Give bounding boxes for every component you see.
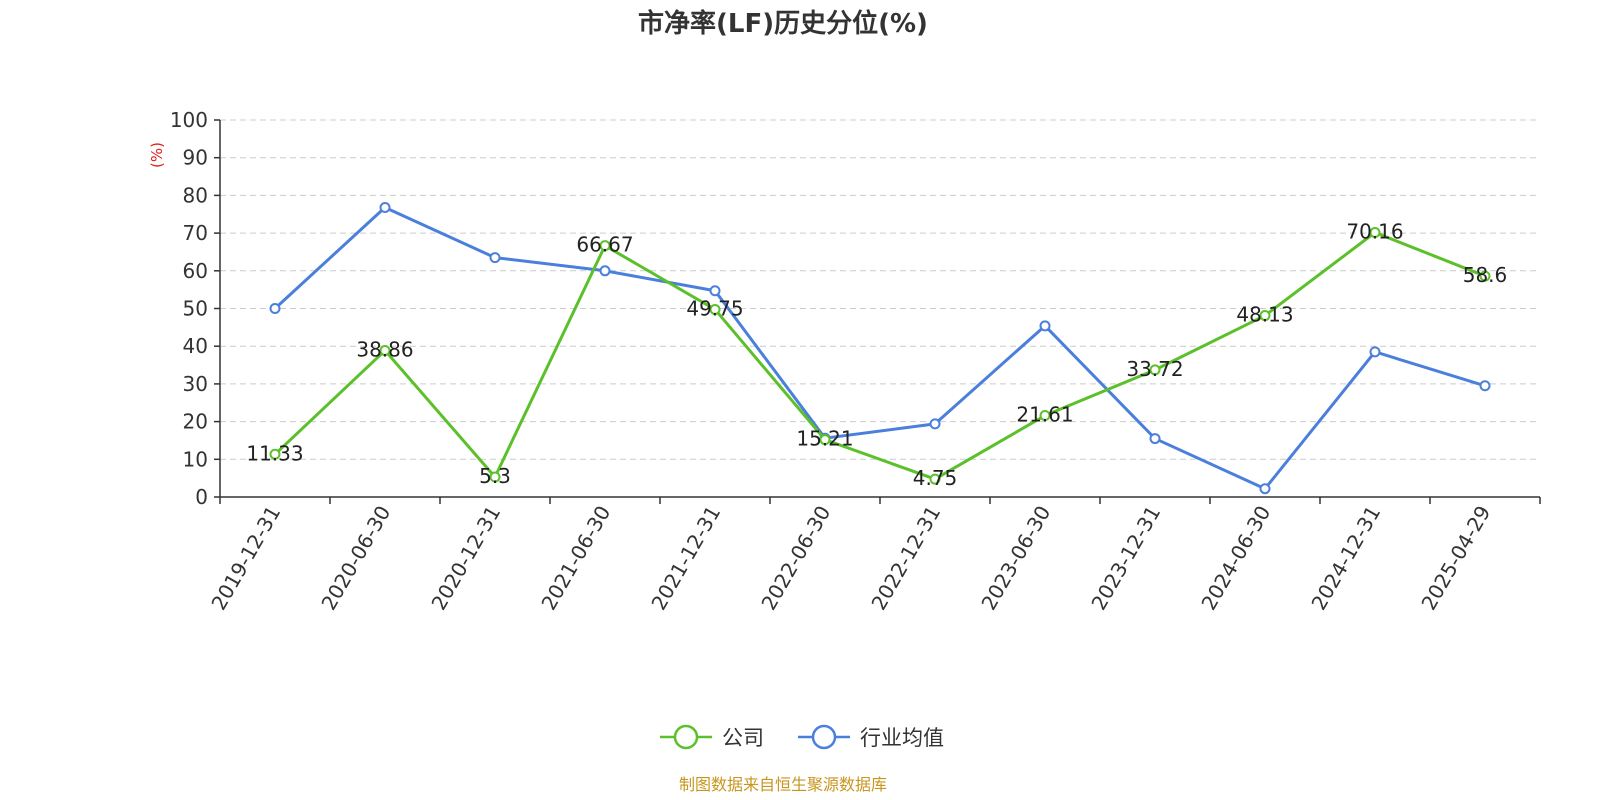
data-point-company[interactable] [1479, 270, 1491, 282]
chart-title: 市净率(LF)历史分位(%) [638, 8, 928, 39]
data-point-industry-average[interactable] [709, 285, 721, 297]
x-tick-label: 2021-12-31 [646, 502, 725, 615]
data-point-industry-average[interactable] [269, 303, 281, 314]
x-tick-label: 2020-12-31 [426, 502, 505, 615]
legend-label: 行业均值 [860, 726, 944, 750]
data-point-company[interactable] [819, 434, 831, 446]
data-point-company[interactable] [489, 471, 501, 483]
y-tick-label: 40 [183, 334, 208, 358]
series-line-company [273, 230, 1486, 481]
y-tick-label: 0 [195, 485, 208, 509]
data-label: 38.86 [356, 337, 413, 361]
y-tick-label: 20 [183, 410, 208, 434]
data-point-company[interactable] [269, 448, 281, 460]
data-point-industry-average[interactable] [929, 418, 941, 430]
data-point-industry-average[interactable] [599, 265, 611, 277]
data-point-industry-average[interactable] [1369, 346, 1381, 358]
data-label: 58.6 [1463, 263, 1508, 287]
data-point-company[interactable] [709, 303, 721, 315]
data-point-company[interactable] [929, 473, 941, 485]
data-label: 48.13 [1236, 303, 1293, 327]
data-label: 49.75 [686, 296, 743, 320]
y-tick-label: 90 [183, 146, 208, 170]
y-tick-label: 30 [183, 372, 208, 396]
data-label: 4.75 [913, 466, 958, 490]
legend[interactable]: 公司 行业均值 [660, 724, 944, 750]
series-line-industry-average [273, 205, 1486, 491]
data-point-company[interactable] [1369, 226, 1381, 238]
source-note: 制图数据来自恒生聚源数据库 [679, 775, 887, 794]
data-label: 70.16 [1346, 219, 1403, 243]
y-tick-label: 10 [183, 447, 208, 471]
series-lines [269, 201, 1491, 495]
y-tick-label: 60 [183, 259, 208, 283]
data-point-industry-average[interactable] [1039, 320, 1051, 332]
data-label: 15.21 [796, 427, 853, 451]
data-point-industry-average[interactable] [379, 201, 391, 213]
data-label: 66.67 [576, 233, 633, 257]
data-point-company[interactable] [1149, 364, 1161, 376]
data-label: 21.61 [1016, 403, 1073, 427]
x-tick-label: 2019-12-31 [206, 502, 285, 615]
y-tick-label: 80 [183, 183, 208, 207]
data-label: 33.72 [1126, 357, 1183, 381]
legend-item-company[interactable]: 公司 [660, 724, 764, 750]
x-tick-label: 2023-12-31 [1086, 502, 1165, 615]
data-point-company[interactable] [1039, 410, 1051, 422]
legend-marker-icon [811, 724, 837, 750]
data-point-company[interactable] [599, 240, 611, 252]
x-tick-label: 2025-04-29 [1416, 502, 1495, 615]
x-tick-label: 2022-06-30 [756, 502, 835, 615]
data-point-industry-average[interactable] [489, 252, 501, 264]
x-tick-label: 2020-06-30 [316, 502, 395, 615]
x-tick-label: 2022-12-31 [866, 502, 945, 615]
data-label: 11.33 [246, 441, 303, 465]
data-point-industry-average[interactable] [1479, 380, 1491, 392]
data-point-industry-average[interactable] [1149, 433, 1161, 445]
x-tick-label: 2024-06-30 [1196, 502, 1275, 615]
y-axis-label: (%) [148, 142, 166, 168]
data-point-company[interactable] [379, 344, 391, 356]
data-label: 5.3 [479, 464, 511, 488]
x-tick-label: 2024-12-31 [1306, 502, 1385, 615]
legend-item-industry-average[interactable]: 行业均值 [798, 724, 944, 750]
legend-marker-icon [673, 724, 699, 750]
data-labels: 11.33 38.86 5.3 66.67 49.75 15.21 4.75 21.61 33.… [246, 219, 1507, 490]
data-point-industry-average[interactable] [1259, 483, 1271, 495]
y-tick-label: 50 [183, 297, 208, 321]
grid-lines [220, 119, 1540, 460]
x-tick-label: 2023-06-30 [976, 502, 1055, 615]
y-tick-label: 70 [183, 221, 208, 245]
data-point-company[interactable] [1259, 310, 1271, 322]
x-tick-label: 2021-06-30 [536, 502, 615, 615]
legend-label: 公司 [722, 726, 764, 750]
y-tick-label: 100 [170, 108, 208, 132]
